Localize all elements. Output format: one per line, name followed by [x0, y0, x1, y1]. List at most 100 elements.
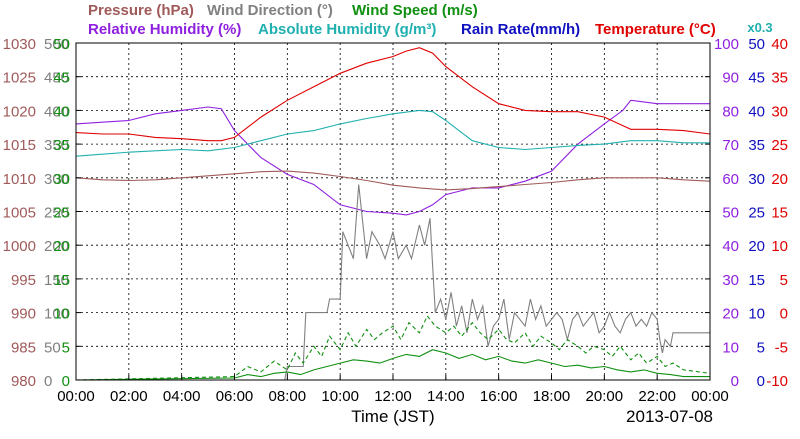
wind-direction-tick-label: 450	[44, 70, 69, 87]
x-tick-label: 04:00	[163, 388, 201, 405]
legend-entry: Wind Speed (m/s)	[352, 2, 478, 19]
wind-speed-tick-label: 35	[53, 137, 70, 154]
temperature-tick-label: 40	[771, 36, 788, 53]
wind-direction-tick-label: 150	[44, 272, 69, 289]
rain-rate-tick-label: 25	[748, 205, 765, 222]
wind-direction-tick-label: 200	[44, 238, 69, 255]
pressure-tick-label: 1000	[3, 238, 36, 255]
grid	[76, 43, 710, 380]
legend-entry: Wind Direction (°)	[207, 2, 333, 19]
rain-rate-tick-label: 40	[748, 103, 765, 120]
humidity-tick-label: 30	[722, 272, 739, 289]
legend: Pressure (hPa) Wind Direction (°) Wind Spe…	[88, 2, 773, 38]
x-axis-ticks: 00:00 02:00 04:00 06:00 08:00 10:00 12:00 14:00…	[57, 375, 729, 405]
wind-direction-tick-label: 250	[44, 205, 69, 222]
legend-entry: Relative Humidity (%)	[88, 21, 241, 38]
wind-direction-tick-label: 400	[44, 103, 69, 120]
x-axis-label: Time (JST)	[351, 407, 434, 426]
series-relative-humidity	[75, 99, 710, 216]
temperature-tick-label: -5	[775, 339, 788, 356]
rain-rate-tick-label: 30	[748, 171, 765, 188]
wind-direction-tick-label: 500	[44, 36, 69, 53]
pressure-tick-label: 1025	[3, 70, 36, 87]
humidity-tick-label: 50	[722, 205, 739, 222]
wind-direction-tick-label: 300	[44, 171, 69, 188]
pressure-tick-label: 1030	[3, 36, 36, 53]
series-pressure	[75, 170, 711, 191]
pressure-tick-label: 990	[11, 306, 36, 323]
temperature-tick-label: 10	[771, 238, 788, 255]
humidity-tick-label: 90	[722, 70, 739, 87]
wind-speed-tick-label: 10	[53, 306, 70, 323]
temperature-tick-label: 35	[771, 70, 788, 87]
series-temperature	[75, 47, 711, 142]
x-tick-label: 16:00	[480, 388, 518, 405]
rain-rate-tick-label: 20	[748, 238, 765, 255]
humidity-tick-label: 70	[722, 137, 739, 154]
wind-speed-tick-label: 30	[53, 171, 70, 188]
x-tick-label: 06:00	[216, 388, 254, 405]
rain-rate-tick-label: 50	[748, 36, 765, 53]
humidity-tick-label: 20	[722, 306, 739, 323]
rain-rate-tick-label: 15	[748, 272, 765, 289]
series-wind-speed-peak	[75, 314, 711, 381]
x-tick-label: 12:00	[374, 388, 412, 405]
wind-speed-tick-label: 50	[53, 36, 70, 53]
pressure-tick-label: 1015	[3, 137, 36, 154]
x-tick-label: 00:00	[691, 388, 729, 405]
rain-rate-tick-label: 0	[757, 373, 765, 390]
temperature-tick-label: 15	[771, 205, 788, 222]
pressure-tick-label: 985	[11, 339, 36, 356]
humidity-tick-label: 10	[722, 339, 739, 356]
wind-speed-tick-label: 40	[53, 103, 70, 120]
wind-direction-tick-label: 50	[44, 339, 61, 356]
wind-direction-tick-label: 100	[44, 306, 69, 323]
x-tick-label: 02:00	[110, 388, 148, 405]
pressure-tick-label: 1005	[3, 205, 36, 222]
wind-speed-tick-label: 15	[53, 272, 70, 289]
x-tick-label: 20:00	[586, 388, 624, 405]
x-tick-label: 00:00	[57, 388, 95, 405]
temperature-tick-label: 0	[780, 306, 788, 323]
x-tick-label: 10:00	[321, 388, 359, 405]
wind-direction-tick-label: 350	[44, 137, 69, 154]
x-tick-label: 14:00	[427, 388, 465, 405]
x-tick-label: 22:00	[638, 388, 676, 405]
wind-speed-tick-label: 25	[53, 205, 70, 222]
rain-rate-tick-label: 5	[757, 339, 765, 356]
rain-rate-tick-label: 10	[748, 306, 765, 323]
wind-speed-tick-label: 0	[62, 373, 70, 390]
temperature-tick-label: -10	[766, 373, 788, 390]
series-wind-direction	[76, 184, 710, 381]
legend-entry: Pressure (hPa)	[88, 2, 194, 19]
wind-direction-tick-label: 0	[44, 373, 52, 390]
pressure-tick-label: 1010	[3, 171, 36, 188]
legend-entry: Temperature (°C)	[595, 21, 716, 38]
humidity-tick-label: 40	[722, 238, 739, 255]
x-tick-label: 08:00	[269, 388, 307, 405]
wind-speed-tick-label: 45	[53, 70, 70, 87]
x-tick-label: 18:00	[533, 388, 571, 405]
humidity-tick-label: 0	[731, 373, 739, 390]
rain-rate-tick-label: 35	[748, 137, 765, 154]
legend-entry: Absolute Humidity (g/m³)	[258, 21, 436, 38]
humidity-tick-label: 80	[722, 103, 739, 120]
temperature-tick-label: 30	[771, 103, 788, 120]
chart-date: 2013-07-08	[626, 407, 713, 426]
pressure-tick-label: 980	[11, 373, 36, 390]
temperature-tick-label: 20	[771, 171, 788, 188]
humidity-tick-label: 60	[722, 171, 739, 188]
pressure-tick-label: 995	[11, 272, 36, 289]
legend-entry: Rain Rate(mm/h)	[461, 21, 580, 38]
series-absolute-humidity	[75, 109, 710, 157]
wind-speed-tick-label: 20	[53, 238, 70, 255]
pressure-tick-label: 1020	[3, 103, 36, 120]
temperature-tick-label: 5	[780, 272, 788, 289]
temperature-tick-label: 25	[771, 137, 788, 154]
rain-rate-tick-label: 45	[748, 70, 765, 87]
wind-speed-tick-label: 5	[62, 339, 70, 356]
rain-scale-note: x0.3	[747, 20, 772, 35]
axes: 9809859909951000100510101015102010251030…	[3, 36, 788, 390]
